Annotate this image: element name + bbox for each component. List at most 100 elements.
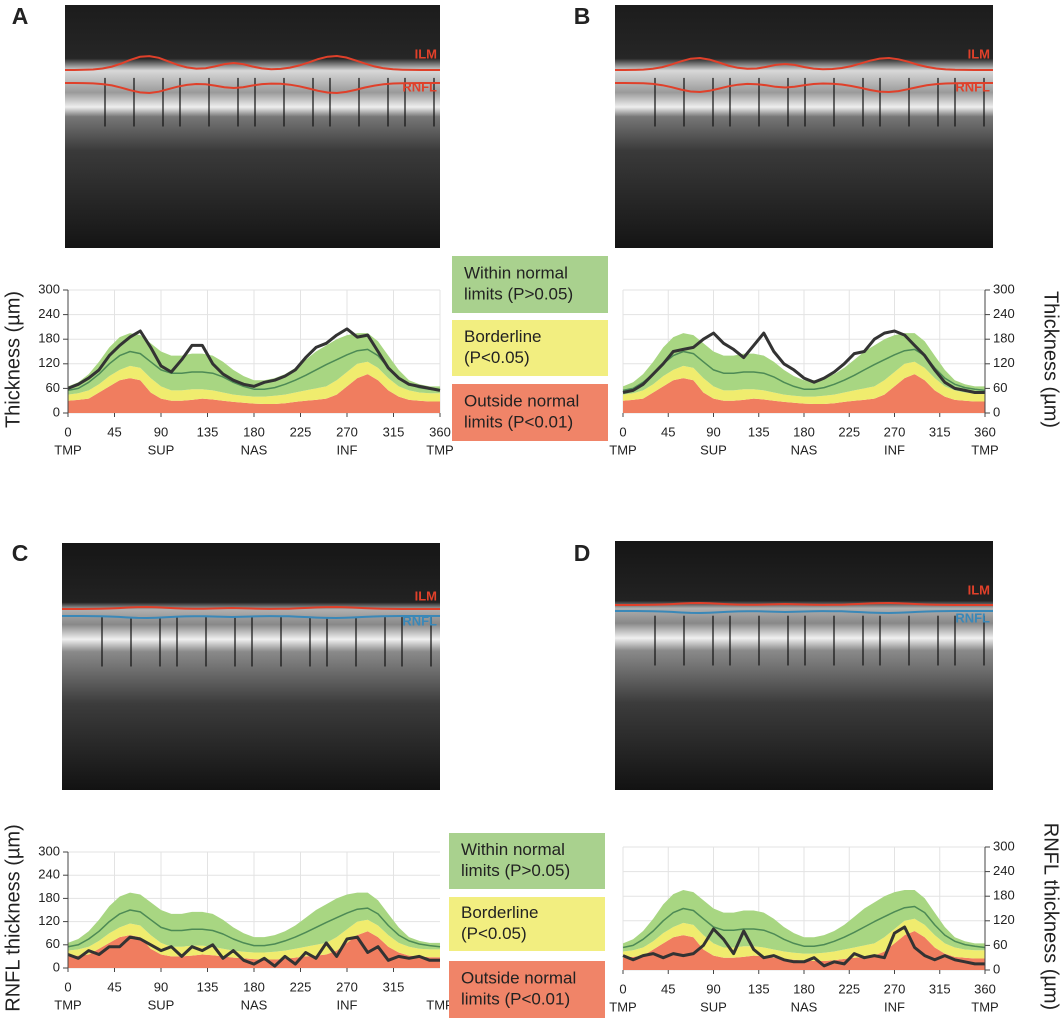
image-label: RNFL: [955, 79, 990, 94]
y-tick-label: 240: [993, 306, 1015, 321]
image-label: RNFL: [402, 79, 437, 94]
x-tick-label: 90: [706, 424, 720, 439]
x-tick-label: 45: [107, 979, 121, 994]
x-tick-label: 270: [336, 424, 358, 439]
x-tick-label: 315: [929, 424, 951, 439]
normative-band: [623, 333, 985, 397]
segmentation-line: [62, 605, 440, 610]
x-tick-label: 135: [197, 979, 219, 994]
x-region-label: TMP: [426, 442, 453, 457]
y-tick-label: 300: [38, 281, 60, 296]
oct-image: [65, 5, 440, 248]
legend-text: Within normal: [464, 263, 568, 282]
y-axis-title: RNFL thickness (µm): [1040, 823, 1062, 1010]
x-tick-label: 45: [661, 424, 675, 439]
panel-label: A: [12, 3, 29, 29]
legend-text: (P<0.05): [464, 348, 530, 367]
thickness-line: [67, 327, 441, 392]
x-region-label: TMP: [426, 997, 453, 1012]
x-tick-label: 360: [974, 424, 996, 439]
y-tick-label: 120: [38, 355, 60, 370]
x-tick-label: 225: [838, 981, 860, 996]
image-label: ILM: [415, 46, 437, 61]
x-region-label: TMP: [971, 442, 998, 457]
x-region-label: TMP: [54, 442, 81, 457]
y-tick-label: 0: [993, 961, 1000, 976]
segmentation-line: [615, 601, 993, 606]
normative-band: [68, 892, 440, 953]
x-region-label: INF: [884, 442, 905, 457]
y-tick-label: 0: [53, 959, 60, 974]
x-tick-label: 225: [838, 424, 860, 439]
y-axis-title: Thickness (µm): [1040, 291, 1062, 428]
x-tick-label: 270: [336, 979, 358, 994]
segmentation-line: [65, 82, 440, 95]
x-tick-label: 270: [884, 424, 906, 439]
x-tick-label: 360: [974, 981, 996, 996]
x-region-label: INF: [337, 997, 358, 1012]
thickness-line: [67, 348, 441, 392]
x-tick-label: 225: [290, 424, 312, 439]
thickness-line: [67, 907, 441, 948]
x-tick-label: 315: [383, 979, 405, 994]
x-region-label: NAS: [241, 997, 268, 1012]
y-tick-label: 120: [38, 913, 60, 928]
normative-band: [623, 931, 985, 970]
x-region-label: NAS: [241, 442, 268, 457]
x-tick-label: 45: [661, 981, 675, 996]
y-tick-label: 180: [993, 331, 1015, 346]
segmentation-line: [62, 615, 440, 620]
x-region-label: NAS: [791, 999, 818, 1014]
y-tick-label: 300: [993, 838, 1015, 853]
y-tick-label: 180: [993, 888, 1015, 903]
legend-text: limits (P<0.01): [461, 989, 570, 1008]
x-region-label: TMP: [54, 997, 81, 1012]
segmentation-line: [615, 82, 993, 94]
normative-band: [68, 931, 440, 968]
image-label: RNFL: [402, 613, 437, 628]
y-tick-label: 0: [53, 404, 60, 419]
y-tick-label: 240: [993, 863, 1015, 878]
y-tick-label: 300: [38, 843, 60, 858]
x-tick-label: 360: [429, 424, 451, 439]
legend-box: [452, 256, 608, 313]
normative-band: [623, 918, 985, 961]
legend-box: [449, 833, 605, 889]
x-region-label: SUP: [148, 997, 175, 1012]
x-region-label: SUP: [700, 442, 727, 457]
x-tick-label: 135: [197, 424, 219, 439]
x-region-label: TMP: [609, 442, 636, 457]
x-tick-label: 0: [64, 979, 71, 994]
legend-box: [449, 897, 605, 951]
legend-text: limits (P>0.05): [461, 861, 570, 880]
y-tick-label: 0: [993, 404, 1000, 419]
normative-band: [68, 361, 440, 404]
segmentation-line: [615, 56, 993, 71]
normative-band: [623, 890, 985, 954]
x-tick-label: 135: [748, 981, 770, 996]
x-tick-label: 315: [383, 424, 405, 439]
legend-text: Borderline: [464, 327, 542, 346]
thickness-line: [622, 329, 985, 394]
x-tick-label: 225: [290, 979, 312, 994]
y-tick-label: 60: [46, 380, 60, 395]
x-region-label: INF: [884, 999, 905, 1014]
x-region-label: INF: [337, 442, 358, 457]
image-label: ILM: [415, 588, 437, 603]
y-tick-label: 60: [46, 936, 60, 951]
legend-box: [452, 384, 608, 441]
thickness-line: [622, 905, 986, 949]
y-tick-label: 180: [38, 890, 60, 905]
x-tick-label: 180: [793, 424, 815, 439]
legend-text: limits (P>0.05): [464, 284, 573, 303]
image-label: RNFL: [955, 610, 990, 625]
x-tick-label: 45: [107, 424, 121, 439]
y-tick-label: 120: [993, 912, 1015, 927]
panel-label: B: [574, 3, 591, 29]
normative-band: [623, 361, 985, 404]
x-region-label: NAS: [791, 442, 818, 457]
panel-label: C: [12, 540, 29, 566]
segmentation-line: [65, 54, 440, 71]
legend-box: [452, 320, 608, 376]
